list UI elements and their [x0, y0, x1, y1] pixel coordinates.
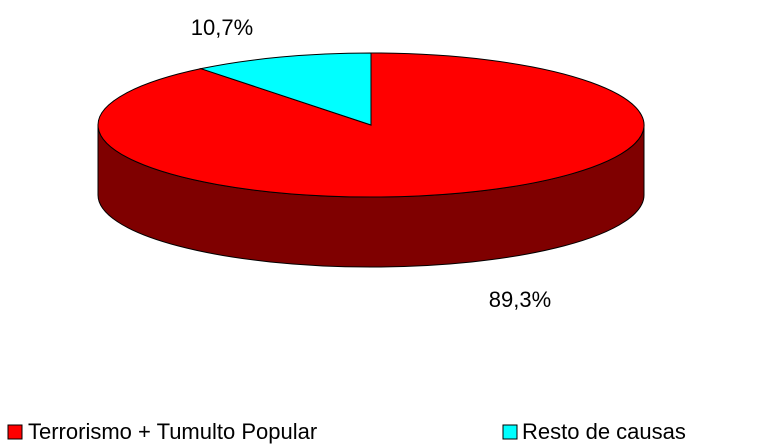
pie-slice [199, 52, 372, 126]
legend-label: Resto de causas [522, 419, 686, 444]
legend-swatch [502, 424, 518, 440]
pie-tops [97, 52, 645, 198]
data-label: 89,3% [489, 287, 551, 312]
pie-slice [97, 52, 645, 198]
data-label: 10,7% [191, 15, 253, 40]
legend-swatch [7, 424, 23, 440]
legend-label: Terrorismo + Tumulto Popular [28, 419, 317, 444]
